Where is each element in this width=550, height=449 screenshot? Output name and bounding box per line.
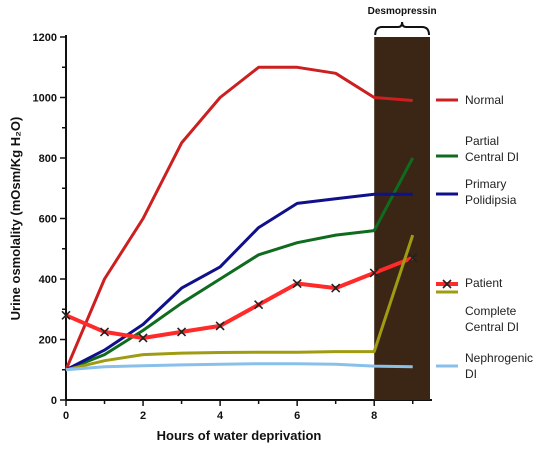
desmopressin-brace	[374, 21, 430, 36]
axes: 0 200 400 600 800 1000 1200 0 2 4 6 8	[33, 32, 432, 422]
x-axis-title: Hours of water deprivation	[157, 428, 322, 443]
legend-label: Normal	[465, 93, 504, 107]
data-point-patient	[99, 327, 110, 337]
legend-marker	[442, 279, 452, 289]
x-tick-label: 2	[140, 410, 146, 422]
legend-item-normal: Normal	[436, 93, 504, 107]
data-point-patient	[369, 268, 379, 278]
data-point-patient	[254, 300, 264, 310]
desmopressin-label: Desmopressin	[368, 6, 437, 17]
series-line-complete-central-di	[65, 234, 415, 372]
series-line-normal	[64, 65, 413, 371]
y-tick-label: 1200	[33, 32, 57, 44]
legend-label: Partial Central DI	[465, 134, 519, 164]
legend-label: Patient	[465, 276, 503, 290]
data-point-patient	[292, 278, 302, 289]
legend-item-nephrogenic-di: Nephrogenic DI	[436, 351, 533, 381]
data-point-patient	[177, 327, 187, 337]
y-tick-label: 400	[39, 274, 57, 286]
legend-item-patient: Patient	[436, 276, 503, 290]
series-line-primary-polidipsia	[65, 192, 413, 372]
series-line-nephrogenic-di	[65, 362, 413, 372]
legend-label: Nephrogenic DI	[465, 351, 533, 381]
x-tick-label: 4	[217, 410, 224, 422]
legend: Normal Partial Central DI Primary Polidipsia…	[436, 93, 533, 381]
series-group	[61, 65, 418, 372]
legend-label: Primary Polidipsia	[465, 177, 517, 207]
desmopressin-band	[374, 37, 430, 400]
y-axis-title: Urine osmolality (mOsm/Kg H₂O)	[8, 117, 23, 321]
y-tick-label: 1000	[33, 93, 57, 105]
data-point-patient	[408, 253, 418, 263]
series-line-patient	[65, 255, 414, 340]
legend-item-complete-central-di: Complete Central DI	[436, 290, 519, 334]
legend-item-partial-central-di: Partial Central DI	[436, 134, 519, 164]
y-tick-label: 600	[39, 214, 57, 226]
legend-item-primary-polidipsia: Primary Polidipsia	[436, 177, 517, 207]
series-line-partial-central-di	[65, 157, 415, 372]
data-point-patient	[61, 310, 71, 320]
y-tick-label: 0	[51, 395, 57, 407]
x-tick-label: 0	[63, 410, 69, 422]
x-tick-label: 6	[294, 410, 300, 422]
data-point-patient	[215, 321, 225, 331]
y-tick-label: 800	[39, 153, 57, 165]
legend-label: Complete Central DI	[465, 304, 519, 334]
data-point-patient	[331, 283, 341, 293]
data-point-patient	[138, 333, 148, 343]
x-tick-label: 8	[371, 410, 377, 422]
y-tick-label: 200	[39, 335, 57, 347]
